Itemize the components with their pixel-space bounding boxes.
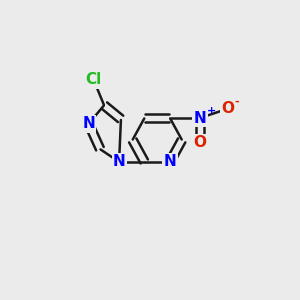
Text: N: N xyxy=(194,110,206,125)
Text: N: N xyxy=(164,154,176,169)
Text: N: N xyxy=(82,116,95,131)
Text: Cl: Cl xyxy=(85,72,102,87)
Text: +: + xyxy=(206,106,216,116)
Text: N: N xyxy=(113,154,125,169)
Text: O: O xyxy=(194,135,206,150)
Text: O: O xyxy=(221,101,234,116)
Text: -: - xyxy=(234,97,239,107)
